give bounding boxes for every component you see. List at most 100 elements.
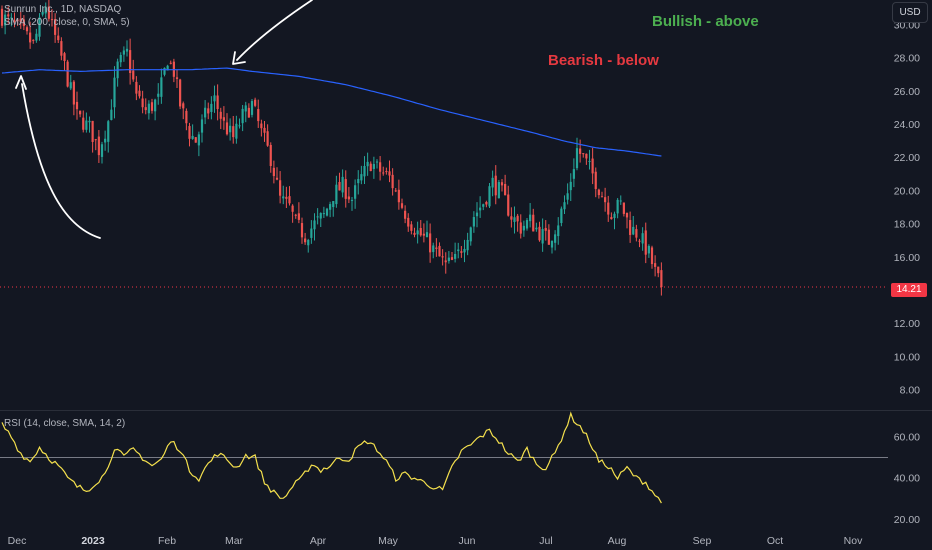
candle: [457, 242, 460, 259]
candle-body: [360, 174, 363, 181]
candle: [410, 221, 413, 235]
candle: [172, 58, 175, 83]
candle: [204, 100, 207, 125]
curved-arrow-shaft: [21, 83, 101, 239]
price-pane[interactable]: [0, 0, 888, 296]
candle: [638, 238, 641, 248]
candle: [566, 183, 569, 205]
candle: [275, 167, 279, 181]
price-tick-label: 12.00: [894, 318, 920, 330]
candle: [435, 238, 438, 257]
candle-body: [597, 189, 600, 196]
candle-body: [585, 153, 588, 159]
price-tick-label: 8.00: [900, 385, 921, 397]
candle: [244, 101, 247, 123]
candle: [16, 18, 19, 26]
candle: [41, 5, 44, 17]
candle-body: [66, 61, 69, 87]
candle-body: [82, 117, 85, 130]
candle: [266, 124, 269, 147]
diagonal-arrow-head: [232, 51, 246, 65]
candle-body: [579, 148, 582, 154]
candle: [300, 217, 304, 244]
candle-body: [210, 103, 213, 112]
x-tick-label: Dec: [8, 535, 27, 547]
sma-line: [1, 67, 662, 157]
candle: [541, 218, 544, 252]
candle-body: [222, 117, 225, 121]
candle-body: [150, 102, 154, 111]
candle-body: [429, 233, 432, 253]
candle-body: [372, 164, 375, 169]
x-tick-label: Jun: [459, 535, 476, 547]
candle-body: [519, 222, 522, 234]
candle-body: [244, 105, 247, 112]
candle: [94, 138, 97, 151]
candle: [288, 186, 291, 206]
x-tick-label: 2023: [81, 535, 105, 547]
candle: [254, 97, 257, 108]
candle: [116, 58, 119, 87]
candle-body: [285, 196, 288, 199]
candle: [529, 203, 532, 228]
candle: [225, 113, 229, 136]
candle-body: [207, 108, 210, 114]
candle: [379, 156, 382, 181]
candle-body: [504, 184, 507, 196]
candle-body: [447, 257, 450, 262]
rsi-pane[interactable]: [0, 411, 888, 504]
candle: [69, 74, 72, 91]
candle: [360, 165, 363, 185]
candle-body: [147, 103, 150, 114]
candle-body: [354, 185, 357, 199]
candle-body: [557, 225, 560, 237]
symbol-legend[interactable]: Sunrun Inc., 1D, NASDAQ: [4, 4, 122, 15]
candle-body: [525, 220, 529, 229]
candle: [329, 201, 332, 218]
candle: [654, 255, 657, 277]
sma-legend[interactable]: SMA (200, close, 0, SMA, 5): [4, 17, 130, 28]
currency-button[interactable]: USD: [892, 2, 928, 23]
candle: [588, 149, 591, 170]
x-tick-label: Aug: [608, 535, 627, 547]
candle: [422, 223, 425, 243]
candle-body: [441, 256, 444, 258]
candle: [144, 98, 147, 115]
candle-body: [610, 217, 613, 220]
candle-body: [4, 14, 7, 26]
candle-body: [307, 239, 310, 246]
candle-body: [657, 266, 660, 274]
candle-body: [550, 240, 554, 248]
candle-body: [375, 161, 379, 163]
candle-body: [247, 107, 250, 118]
candle-body: [466, 239, 469, 251]
candle-body: [38, 17, 41, 37]
candle-body: [382, 172, 385, 174]
candle-body: [522, 225, 525, 231]
candle: [88, 116, 91, 133]
candle-body: [22, 19, 25, 27]
candle-body: [166, 65, 169, 71]
candle-body: [488, 186, 491, 207]
candle: [397, 179, 400, 210]
candle: [400, 198, 404, 210]
rsi-legend[interactable]: RSI (14, close, SMA, 14, 2): [4, 418, 126, 429]
candle-body: [497, 182, 500, 199]
candle-body: [532, 214, 535, 232]
candle-body: [529, 214, 532, 222]
candle-body: [554, 234, 557, 243]
candle: [113, 66, 116, 119]
candle: [513, 206, 516, 234]
candle: [0, 5, 4, 29]
candle: [594, 167, 597, 198]
candle-body: [357, 178, 360, 184]
candle: [219, 107, 222, 130]
candle-body: [569, 181, 572, 191]
candle: [475, 202, 479, 228]
candle: [547, 224, 550, 245]
candle-body: [194, 137, 197, 143]
candle-body: [510, 216, 513, 220]
candle-body: [129, 50, 132, 74]
candle-body: [600, 196, 604, 198]
